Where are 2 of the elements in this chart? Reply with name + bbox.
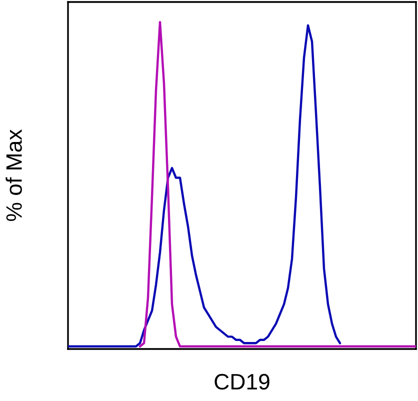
y-axis-title: % of Max xyxy=(6,129,22,222)
x-axis-title: CD19 xyxy=(214,374,270,390)
